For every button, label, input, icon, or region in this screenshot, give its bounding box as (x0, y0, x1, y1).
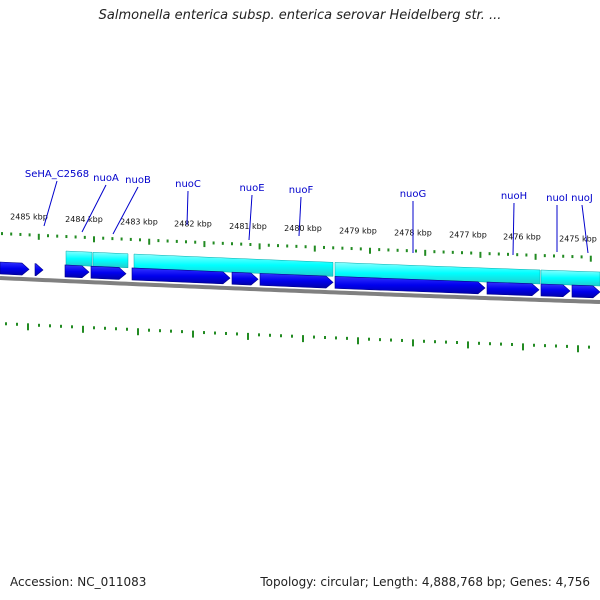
scale-label: 2477 kbp (449, 230, 487, 239)
gene-arrow (64, 264, 90, 279)
gene-arrow (34, 263, 44, 276)
gene-leader-line (186, 190, 189, 226)
cds-forward (92, 251, 129, 269)
gene-arrow (259, 273, 334, 289)
scale-label: 2480 kbp (284, 224, 322, 233)
gene-label: nuoB (125, 175, 151, 186)
cds-forward (540, 269, 600, 287)
scale-label: 2479 kbp (339, 226, 377, 235)
gene-arrow (0, 261, 30, 276)
scale-label: 2476 kbp (503, 232, 541, 241)
gene-leader-line (81, 184, 107, 233)
gene-leader-line (512, 202, 515, 256)
gene-labels: SeHA_C2568 nuoA nuoB nuoC nuoE nuoF nuoG nuoH nu… (25, 169, 593, 256)
gene-leader-line (248, 194, 253, 241)
gene-label: nuoA (93, 173, 119, 184)
accession-label: Accession: NC_011083 (10, 575, 147, 589)
map-title: Salmonella enterica subsp. enterica sero… (98, 8, 502, 23)
scale-label: 2475 kbp (559, 234, 597, 243)
gene-arrow (334, 276, 486, 295)
gene-label: nuoC (175, 179, 201, 190)
scale-label: 2482 kbp (174, 220, 212, 229)
gene-leader-line (581, 204, 589, 254)
gene-label: nuoJ (571, 193, 593, 204)
gene-label: SeHA_C2568 (25, 169, 89, 180)
gene-leader-line (112, 186, 139, 235)
scale-ticks-outer (1, 232, 592, 262)
scale-label: 2483 kbp (120, 217, 158, 226)
gene-arrow (571, 284, 600, 299)
gene-leader-line (298, 196, 302, 237)
gene-leader-line (43, 180, 58, 227)
gene-arrow (131, 267, 231, 285)
gene-label: nuoG (400, 189, 427, 200)
gene-label: nuoI (546, 193, 568, 204)
scale-label: 2481 kbp (229, 222, 267, 231)
scale-ticks-inner (5, 322, 590, 353)
feature-tracks (0, 250, 600, 299)
cds-forward (65, 250, 93, 267)
gene-label: nuoH (501, 191, 527, 202)
scale-labels: 2485 kbp 2484 kbp 2483 kbp 2482 kbp 2481 kbp… (10, 212, 597, 243)
gene-arrow (486, 281, 540, 296)
scale-label: 2485 kbp (10, 212, 48, 221)
gene-label: nuoF (289, 185, 314, 196)
gene-arrow (540, 283, 571, 298)
scale-label: 2484 kbp (65, 215, 103, 224)
genome-summary: Topology: circular; Length: 4,888,768 bp… (260, 575, 590, 589)
gene-label: nuoE (239, 183, 264, 194)
backbone-ring (0, 276, 600, 304)
backbone (0, 276, 600, 304)
gene-arrow (90, 265, 127, 280)
gene-arrow (231, 271, 259, 286)
